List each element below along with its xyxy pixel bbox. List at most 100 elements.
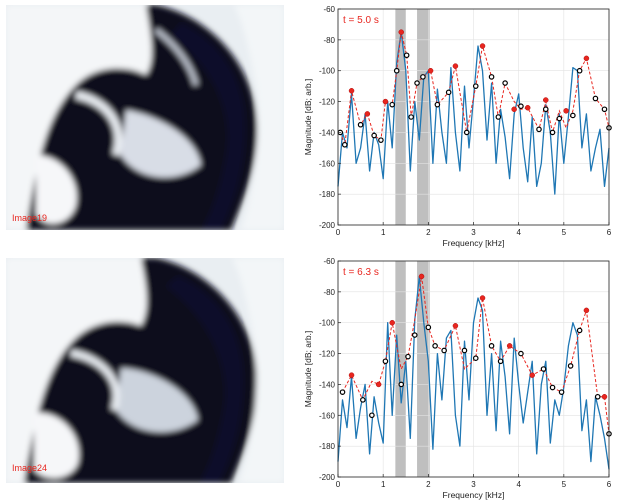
image-label-top: Image19 — [12, 213, 47, 223]
peak-marker — [479, 43, 486, 49]
peak-marker — [479, 295, 486, 301]
valley-marker — [445, 89, 452, 96]
shaded-band-1 — [417, 9, 430, 225]
x-tick-label: 3 — [471, 480, 476, 489]
time-annotation: t = 6.3 s — [343, 267, 379, 278]
x-axis-label: Frequency [kHz] — [443, 490, 505, 500]
valley-marker — [540, 366, 547, 372]
valley-marker — [518, 350, 524, 357]
image-label-bottom: Image24 — [12, 463, 47, 473]
spectrum-line — [337, 31, 610, 195]
valley-marker — [601, 106, 608, 113]
shaded-band-0 — [395, 261, 406, 477]
peak-marker — [389, 319, 395, 326]
valley-marker — [592, 95, 599, 102]
valley-marker — [420, 74, 426, 80]
x-tick-label: 1 — [381, 228, 386, 237]
valley-marker — [472, 83, 479, 89]
valley-marker — [434, 101, 441, 108]
y-tick-label: -80 — [323, 288, 335, 297]
valley-marker — [497, 358, 504, 365]
mri-image-top: Image19 — [6, 5, 284, 230]
valley-marker — [542, 106, 549, 113]
y-tick-label: -80 — [323, 36, 335, 45]
y-axis-label: Magnitude [dB; arb.] — [303, 79, 313, 156]
y-tick-label: -140 — [319, 380, 336, 389]
peak-marker — [583, 55, 590, 62]
x-axis-label: Frequency [kHz] — [443, 238, 505, 248]
y-tick-label: -100 — [319, 67, 336, 76]
peak-marker — [398, 29, 404, 35]
valley-marker — [567, 363, 574, 369]
peak-marker — [452, 63, 459, 69]
valley-marker — [425, 324, 432, 331]
y-tick-label: -140 — [319, 128, 336, 137]
valley-marker — [502, 80, 508, 86]
y-tick-label: -180 — [319, 442, 336, 451]
valley-marker — [570, 112, 576, 119]
valley-marker — [495, 114, 502, 120]
valley-marker — [463, 129, 470, 136]
valley-marker — [518, 103, 524, 110]
mri-image-panel-bottom: Image24 — [6, 258, 284, 483]
valley-marker — [393, 67, 400, 74]
peak-marker — [506, 343, 513, 349]
peak-marker — [364, 111, 371, 117]
y-tick-label: -60 — [323, 5, 335, 14]
valley-marker — [408, 114, 414, 120]
valley-marker — [357, 121, 364, 128]
mri-image-panel-top: Image19 — [6, 5, 284, 230]
shaded-band-1 — [417, 261, 430, 477]
valley-marker — [398, 381, 405, 388]
peak-marker — [452, 323, 459, 329]
valley-marker — [405, 353, 411, 360]
valley-marker — [339, 389, 346, 395]
valley-marker — [488, 74, 495, 80]
peak-marker — [583, 307, 590, 314]
valley-marker — [341, 141, 348, 148]
x-tick-label: 4 — [516, 228, 521, 237]
valley-marker — [558, 389, 565, 395]
valley-marker — [382, 358, 389, 365]
shaded-band-0 — [395, 9, 406, 225]
mri-image-bottom: Image24 — [6, 258, 284, 483]
peak-marker — [418, 273, 425, 280]
peak-marker — [511, 106, 517, 113]
y-tick-label: -200 — [319, 221, 336, 230]
peak-marker — [543, 97, 549, 103]
valley-marker — [403, 52, 410, 59]
valley-marker — [576, 327, 583, 334]
peak-marker — [524, 104, 531, 111]
valley-marker — [556, 115, 563, 122]
y-axis-label: Magnitude [dB; arb.] — [303, 331, 313, 408]
valley-marker — [549, 129, 556, 136]
y-tick-label: -160 — [319, 159, 336, 168]
peak-marker — [348, 88, 355, 94]
peak-marker — [529, 372, 535, 378]
peak-marker — [382, 98, 389, 105]
y-tick-label: -60 — [323, 257, 335, 266]
peak-marker — [348, 372, 355, 378]
valley-marker — [536, 126, 542, 133]
valley-marker — [488, 343, 495, 349]
y-tick-label: -100 — [319, 319, 336, 328]
valley-marker — [441, 347, 447, 354]
y-tick-label: -120 — [319, 98, 336, 107]
x-tick-label: 2 — [426, 480, 431, 489]
valley-marker — [432, 343, 438, 349]
peak-marker — [427, 67, 434, 74]
peak-marker — [375, 381, 382, 388]
valley-marker — [594, 393, 601, 400]
valley-marker — [461, 347, 468, 354]
time-annotation: t = 5.0 s — [343, 15, 379, 26]
valley-marker — [411, 332, 418, 338]
x-tick-label: 0 — [336, 480, 341, 489]
valley-marker — [472, 355, 479, 362]
x-tick-label: 5 — [562, 480, 567, 489]
x-tick-label: 5 — [562, 228, 567, 237]
x-tick-label: 0 — [336, 228, 341, 237]
peak-marker — [601, 394, 608, 400]
valley-marker — [371, 132, 377, 139]
spectrum-line — [337, 275, 610, 470]
valley-marker — [576, 67, 583, 74]
